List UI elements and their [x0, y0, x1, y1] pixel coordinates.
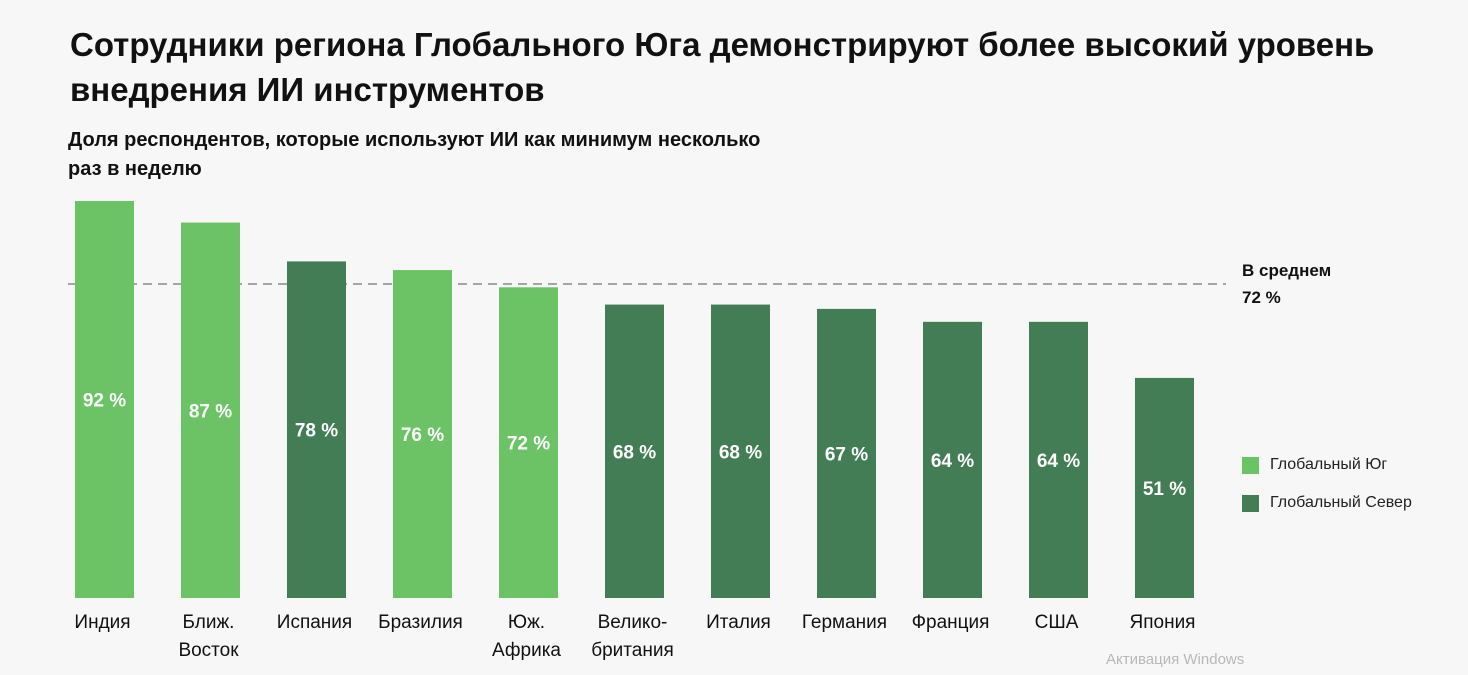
category-label-line: Франция — [912, 612, 990, 633]
bar-value-label-1: 87 % — [189, 401, 232, 422]
average-label-title: В среднем — [1242, 261, 1331, 280]
bar-0 — [75, 201, 134, 598]
bar-value-label-2: 78 % — [295, 421, 338, 442]
category-label-line: Индия — [74, 612, 130, 633]
legend: Глобальный Юг Глобальный Север — [1242, 446, 1412, 522]
category-label-9: США — [1035, 612, 1079, 633]
category-label-0: Индия — [74, 612, 130, 633]
category-label-6: Италия — [706, 612, 771, 633]
category-label-line: Германия — [802, 612, 887, 633]
category-label-line: Япония — [1130, 612, 1196, 633]
bar-7 — [817, 308, 876, 598]
legend-label-north: Глобальный Север — [1270, 494, 1412, 511]
bar-6 — [711, 304, 770, 598]
category-label-line: Испания — [277, 612, 352, 633]
legend-swatch-south — [1242, 456, 1259, 474]
legend-swatch-north — [1242, 494, 1259, 512]
bar-value-label-10: 51 % — [1143, 479, 1186, 500]
bar-8 — [923, 321, 982, 598]
legend-label-south: Глобальный Юг — [1270, 456, 1388, 473]
bar-5 — [605, 304, 664, 598]
bar-3 — [393, 270, 452, 598]
category-label-line: Африка — [492, 640, 561, 661]
bar-value-label-0: 92 % — [83, 391, 126, 412]
category-label-2: Испания — [277, 612, 352, 633]
category-label-line: Ближ. — [183, 612, 235, 633]
category-label-5: Велико-британия — [591, 612, 674, 661]
bar-value-label-5: 68 % — [613, 442, 656, 463]
bar-value-label-3: 76 % — [401, 425, 444, 446]
bar-value-label-7: 67 % — [825, 444, 868, 465]
category-label-8: Франция — [912, 612, 990, 633]
category-label-line: Велико- — [598, 612, 668, 633]
category-label-7: Германия — [802, 612, 887, 633]
category-label-1: Ближ. Восток — [178, 612, 239, 661]
category-label-line: британия — [591, 640, 674, 661]
bar-value-label-6: 68 % — [719, 442, 762, 463]
category-label-line: Восток — [178, 640, 239, 661]
page-title: Сотрудники региона Глобального Юга демон… — [70, 26, 1375, 108]
bar-9 — [1029, 321, 1088, 598]
average-layer: В среднем 72 % — [68, 261, 1331, 307]
category-label-line: Юж. — [508, 612, 545, 633]
windows-activation-watermark: Активация Windows — [1106, 651, 1245, 668]
bar-1 — [181, 222, 240, 598]
category-label-10: Япония — [1130, 612, 1196, 633]
category-label-4: Юж. Африка — [492, 612, 561, 661]
bar-2 — [287, 261, 346, 598]
category-label-line: Италия — [706, 612, 771, 633]
bar-value-label-4: 72 % — [507, 434, 550, 455]
bar-10 — [1135, 377, 1194, 598]
bar-value-label-8: 64 % — [931, 451, 974, 472]
legend-item-south: Глобальный Юг — [1242, 446, 1412, 484]
labels-layer: 92 % Индия 87 % Ближ. Восток 78 % Испания 76 % Б… — [74, 391, 1195, 662]
legend-item-north: Глобальный Север — [1242, 484, 1412, 522]
category-label-3: Бразилия — [378, 612, 463, 633]
category-label-line: США — [1035, 612, 1079, 633]
bars-layer — [75, 201, 1194, 598]
category-label-line: Бразилия — [378, 612, 463, 633]
bar-4 — [499, 287, 558, 598]
average-label-value: 72 % — [1242, 288, 1281, 307]
chart-subtitle: Доля респондентов, которые используют ИИ… — [68, 129, 761, 180]
bar-value-label-9: 64 % — [1037, 451, 1080, 472]
